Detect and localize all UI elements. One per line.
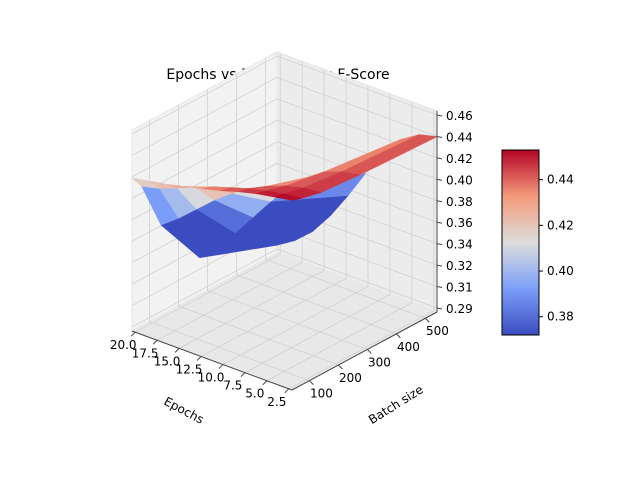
x-tick-mark <box>284 388 290 394</box>
z-tick-label: 0.36 <box>446 216 473 230</box>
x-tick-label: 12.5 <box>176 362 203 376</box>
z-tick-label: 0.42 <box>446 152 473 166</box>
y-tick-mark <box>367 349 372 354</box>
batch-axis-line <box>291 311 438 391</box>
grid-line-epochs <box>178 69 325 349</box>
y-tick-label: 400 <box>397 340 420 354</box>
z-tick-mark <box>436 243 443 246</box>
colorbar-tick-label: 0.44 <box>547 173 574 187</box>
grid-line-epochs <box>156 61 303 341</box>
grid-line-score <box>131 248 438 328</box>
x-tick-mark <box>262 380 268 386</box>
z-tick-label: 0.44 <box>446 130 473 144</box>
y-tick-mark <box>309 380 314 385</box>
z-tick-mark <box>436 200 443 203</box>
z-tick-mark <box>436 114 443 117</box>
z-tick-label: 0.34 <box>446 238 473 252</box>
y-tick-mark <box>338 364 343 370</box>
colorbar-tick-label: 0.42 <box>547 218 574 232</box>
y-tick-label: 300 <box>368 355 391 369</box>
grid-line-epochs <box>288 109 435 390</box>
x-tick-label: 7.5 <box>223 379 242 393</box>
y-tick-label: 500 <box>426 324 449 338</box>
grid-line-epochs <box>244 93 391 373</box>
x-tick-label: 2.5 <box>267 395 286 409</box>
grid-line-epochs <box>135 53 281 333</box>
grid-line-epochs <box>200 77 347 357</box>
z-tick-mark <box>436 286 443 289</box>
grid-line-batch <box>177 105 339 366</box>
x-tick-mark <box>174 348 180 353</box>
colorbar-tick-label: 0.40 <box>547 264 574 278</box>
z-tick-mark <box>436 157 443 160</box>
z-tick-label: 0.29 <box>446 302 473 316</box>
y-tick-mark <box>425 317 430 323</box>
x-tick-label: 5.0 <box>245 387 264 401</box>
z-tick-label: 0.46 <box>446 109 473 123</box>
x-tick-mark <box>240 372 246 377</box>
epochs-axis-line <box>131 330 293 391</box>
grid-line-score <box>131 55 438 135</box>
x-tick-label: 10.0 <box>198 371 225 385</box>
z-tick-mark <box>436 221 443 224</box>
y-axis-label: Batch size <box>366 382 426 427</box>
z-tick-mark <box>436 178 443 181</box>
grid-line-batch <box>264 58 426 319</box>
x-tick-label: 20.0 <box>110 338 137 352</box>
z-tick-label: 0.38 <box>446 195 473 209</box>
grid-line-batch <box>235 73 397 335</box>
x-tick-mark <box>196 356 202 361</box>
z-tick-mark <box>436 135 443 138</box>
y-tick-label: 100 <box>310 387 333 401</box>
surface <box>130 134 439 259</box>
z-tick-mark <box>436 264 443 267</box>
y-tick-label: 200 <box>339 371 362 385</box>
colorbar-tick-label: 0.38 <box>547 310 574 324</box>
grid-line-score <box>131 77 438 156</box>
z-tick-mark <box>436 307 443 310</box>
x-tick-mark <box>130 331 136 337</box>
x-axis-label: Epochs <box>162 394 207 427</box>
grid-line-epochs <box>266 101 413 382</box>
z-tick-label: 0.31 <box>446 281 473 295</box>
x-tick-mark <box>152 339 158 345</box>
y-tick-mark <box>396 333 401 339</box>
x-tick-mark <box>218 364 224 369</box>
z-tick-label: 0.32 <box>446 259 473 273</box>
grid-line-batch <box>206 89 368 350</box>
colorbar <box>501 149 540 336</box>
x-tick-label: 15.0 <box>154 354 181 368</box>
grid-line-epochs <box>222 85 369 365</box>
surface-patch <box>274 193 302 201</box>
z-tick-label: 0.40 <box>446 173 473 187</box>
x-tick-label: 17.5 <box>132 346 159 360</box>
grid-line-score <box>131 98 438 178</box>
